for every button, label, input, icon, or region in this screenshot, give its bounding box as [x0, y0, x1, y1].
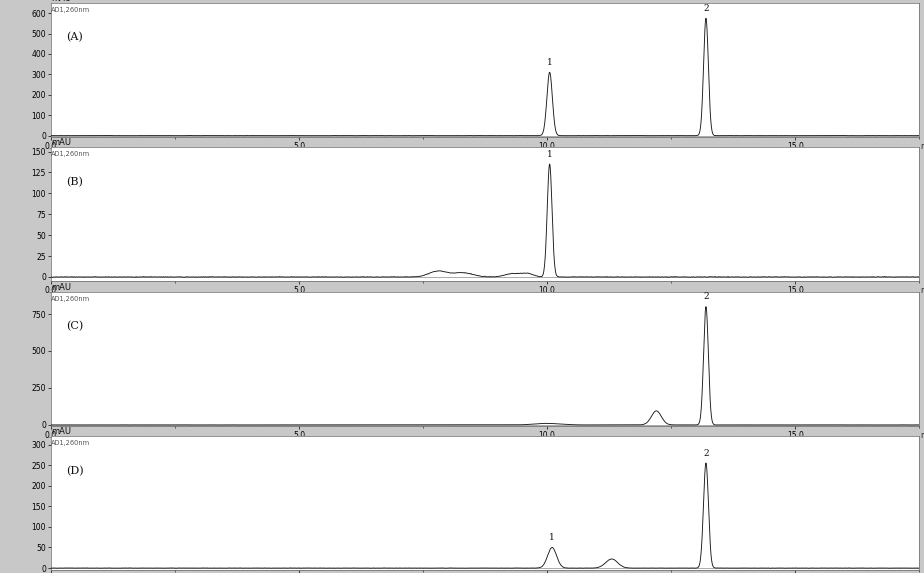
Text: (D): (D) [66, 466, 83, 476]
Text: 2: 2 [703, 4, 709, 13]
Text: 1: 1 [549, 533, 555, 542]
Text: mAU: mAU [51, 283, 71, 292]
Text: (A): (A) [66, 32, 82, 42]
Text: 1: 1 [547, 150, 553, 159]
Text: mAU: mAU [51, 138, 71, 147]
Text: AD1,260nm: AD1,260nm [51, 151, 90, 158]
Text: AD1,260nm: AD1,260nm [51, 7, 90, 13]
Text: (C): (C) [66, 321, 83, 332]
Text: min: min [920, 431, 924, 440]
Text: mAU: mAU [51, 427, 71, 437]
Text: 2: 2 [703, 292, 709, 301]
Text: min: min [920, 286, 924, 296]
Text: AD1,260nm: AD1,260nm [51, 441, 90, 446]
Text: 2: 2 [703, 449, 709, 458]
Text: mAU: mAU [51, 0, 71, 3]
Text: AD1,260nm: AD1,260nm [51, 296, 90, 302]
Text: 1: 1 [547, 58, 553, 67]
Text: (B): (B) [66, 177, 82, 187]
Text: min: min [920, 142, 924, 151]
